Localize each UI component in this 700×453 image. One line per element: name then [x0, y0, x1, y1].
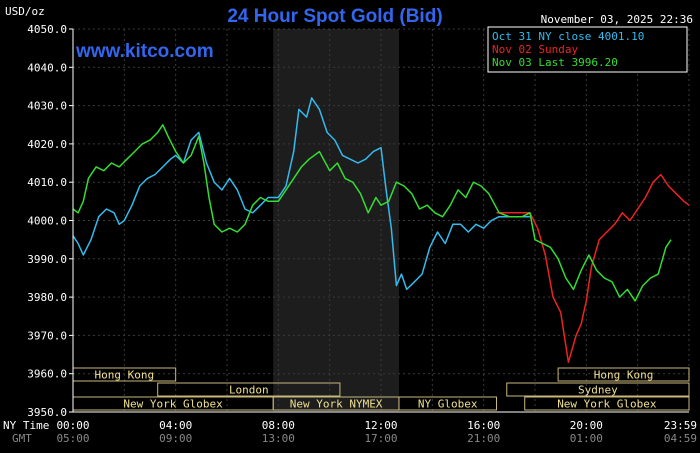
x-tick-label-gmt: 21:00	[467, 432, 500, 445]
ny-time-label: NY Time	[3, 419, 49, 432]
legend-box	[487, 26, 688, 73]
x-tick-label-gmt: 09:00	[159, 432, 192, 445]
x-tick-label-ny: 23:59	[664, 419, 697, 432]
x-tick-label-gmt: 05:00	[56, 432, 89, 445]
x-tick-label-ny: 00:00	[56, 419, 89, 432]
nymex-shaded-region	[273, 29, 399, 412]
series-line-2	[72, 124, 672, 302]
x-tick-label-ny: 04:00	[159, 419, 192, 432]
session-box	[157, 382, 341, 397]
legend-item-nov02: Nov 02 Sunday	[492, 43, 578, 56]
session-box	[506, 382, 690, 397]
session-label: Hong Kong	[594, 369, 654, 382]
market-sessions: Hong Kong London New York Globex New York N…	[72, 367, 690, 411]
session-box	[557, 367, 690, 382]
timestamp: November 03, 2025 22:36	[541, 13, 693, 26]
y-tick-label: 3950.0	[27, 406, 67, 419]
y-tick-label: 4020.0	[27, 138, 67, 151]
x-tick-label-ny: 12:00	[364, 419, 397, 432]
series-line-0	[72, 97, 530, 291]
y-tick-label: 4010.0	[27, 176, 67, 189]
legend-item-oct31: Oct 31 NY close 4001.10	[492, 30, 644, 43]
axes: 4050.0 4040.0 4030.0 4020.0 4010.0 4000.0 3990…	[27, 23, 697, 445]
series-line-1	[496, 173, 690, 363]
session-label: New York NYMEX	[290, 398, 383, 411]
session-label: NY Globex	[418, 398, 478, 411]
chart-title: 24 Hour Spot Gold (Bid)	[227, 6, 442, 27]
x-tick-label-ny: 16:00	[467, 419, 500, 432]
x-tick-label-ny: 08:00	[262, 419, 295, 432]
x-tick-label-gmt: 04:59	[664, 432, 697, 445]
unit-label: USD/oz	[5, 5, 45, 18]
session-label: New York Globex	[123, 398, 223, 411]
gmt-label: GMT	[12, 432, 32, 445]
session-label: New York Globex	[557, 398, 657, 411]
y-tick-label: 4040.0	[27, 61, 67, 74]
watermark: www.kitco.com	[75, 41, 214, 62]
session-label: London	[229, 384, 269, 397]
session-label: Hong Kong	[95, 369, 155, 382]
legend: Oct 31 NY close 4001.10 Nov 02 Sunday No…	[487, 26, 688, 73]
x-tick-label-ny: 20:00	[570, 419, 603, 432]
session-box	[398, 396, 498, 411]
y-tick-label: 3980.0	[27, 291, 67, 304]
shaded-band	[273, 29, 399, 412]
y-tick-label: 3960.0	[27, 368, 67, 381]
y-tick-label: 3990.0	[27, 253, 67, 266]
y-tick-label: 3970.0	[27, 329, 67, 342]
price-series	[72, 97, 690, 363]
y-tick-label: 4000.0	[27, 215, 67, 228]
x-tick-label-gmt: 01:00	[570, 432, 603, 445]
session-label: Sydney	[578, 384, 618, 397]
x-tick-label-gmt: 13:00	[262, 432, 295, 445]
y-tick-label: 4030.0	[27, 100, 67, 113]
x-tick-label-gmt: 17:00	[364, 432, 397, 445]
legend-item-nov03: Nov 03 Last 3996.20	[492, 56, 618, 69]
session-box	[524, 396, 690, 411]
y-tick-label: 4050.0	[27, 23, 67, 36]
